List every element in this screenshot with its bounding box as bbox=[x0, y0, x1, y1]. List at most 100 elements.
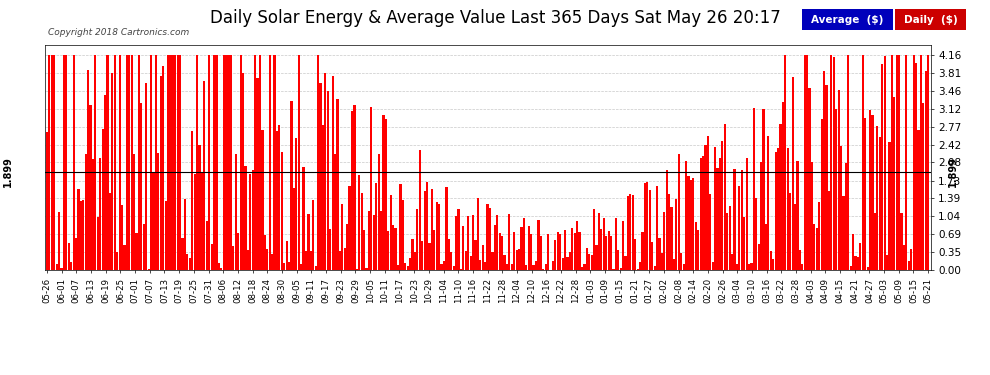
Bar bbox=[707, 136, 709, 270]
Text: Daily Solar Energy & Average Value Last 365 Days Sat May 26 20:17: Daily Solar Energy & Average Value Last … bbox=[210, 9, 780, 27]
Bar bbox=[821, 118, 823, 270]
Bar bbox=[908, 261, 910, 270]
Bar bbox=[60, 268, 62, 270]
Bar bbox=[653, 266, 655, 270]
Bar bbox=[121, 205, 123, 270]
Bar bbox=[608, 231, 610, 270]
Bar bbox=[750, 263, 752, 270]
Text: Average  ($): Average ($) bbox=[811, 15, 884, 25]
Bar bbox=[535, 261, 538, 270]
Bar bbox=[635, 239, 637, 270]
Bar bbox=[849, 266, 851, 270]
Bar bbox=[109, 194, 111, 270]
Bar bbox=[530, 234, 533, 270]
Bar bbox=[796, 161, 799, 270]
Bar bbox=[595, 245, 598, 270]
Bar bbox=[404, 263, 406, 270]
Bar bbox=[106, 55, 109, 270]
Bar bbox=[625, 256, 627, 270]
Bar bbox=[695, 222, 697, 270]
Text: 1.899: 1.899 bbox=[3, 156, 13, 187]
Bar bbox=[358, 175, 360, 270]
Bar bbox=[700, 158, 702, 270]
Bar bbox=[506, 264, 508, 270]
Bar bbox=[293, 188, 295, 270]
Bar bbox=[496, 215, 498, 270]
Bar bbox=[844, 163, 847, 270]
Bar bbox=[441, 264, 443, 270]
Bar bbox=[353, 105, 355, 270]
Bar bbox=[739, 186, 741, 270]
Bar bbox=[298, 55, 300, 270]
Bar bbox=[554, 240, 556, 270]
Bar bbox=[591, 255, 593, 270]
Bar bbox=[206, 221, 208, 270]
Bar bbox=[823, 71, 826, 270]
Bar bbox=[859, 243, 861, 270]
Bar bbox=[176, 55, 179, 270]
Bar bbox=[651, 242, 653, 270]
Bar bbox=[876, 126, 878, 270]
Bar bbox=[622, 221, 625, 270]
Bar bbox=[434, 230, 436, 270]
Bar bbox=[511, 264, 513, 270]
Bar bbox=[702, 156, 704, 270]
Bar bbox=[310, 251, 312, 270]
Bar bbox=[131, 55, 133, 270]
Bar bbox=[332, 76, 334, 270]
Bar bbox=[464, 251, 467, 270]
Bar bbox=[787, 148, 789, 270]
Bar bbox=[263, 235, 266, 270]
Bar bbox=[680, 253, 682, 270]
Bar bbox=[327, 91, 329, 270]
Bar bbox=[429, 243, 431, 270]
Bar bbox=[201, 172, 203, 270]
Bar bbox=[613, 268, 615, 270]
Bar bbox=[665, 170, 668, 270]
Bar bbox=[682, 264, 685, 270]
Bar bbox=[789, 192, 791, 270]
Bar bbox=[233, 246, 235, 270]
Bar bbox=[724, 123, 726, 270]
Bar bbox=[627, 196, 629, 270]
Bar bbox=[644, 183, 646, 270]
Bar bbox=[564, 230, 566, 270]
Bar bbox=[814, 224, 816, 270]
Bar bbox=[467, 216, 469, 270]
Bar bbox=[762, 109, 764, 270]
Bar bbox=[620, 268, 622, 270]
Bar bbox=[167, 55, 169, 270]
Text: Copyright 2018 Cartronics.com: Copyright 2018 Cartronics.com bbox=[48, 28, 189, 37]
Bar bbox=[494, 225, 496, 270]
Bar bbox=[920, 55, 922, 270]
Bar bbox=[460, 268, 462, 270]
Bar bbox=[348, 186, 350, 270]
Bar bbox=[656, 186, 658, 270]
Bar bbox=[450, 252, 452, 270]
Bar bbox=[765, 224, 767, 270]
Bar bbox=[295, 138, 297, 270]
Bar bbox=[240, 55, 242, 270]
Bar bbox=[399, 184, 402, 270]
Bar bbox=[146, 82, 148, 270]
Bar bbox=[300, 264, 302, 270]
Bar bbox=[578, 232, 581, 270]
Bar bbox=[857, 257, 859, 270]
Bar bbox=[687, 176, 690, 270]
Bar bbox=[484, 262, 486, 270]
Bar bbox=[840, 146, 842, 270]
Bar bbox=[760, 162, 762, 270]
Bar bbox=[138, 55, 140, 270]
Bar bbox=[883, 56, 886, 270]
Bar bbox=[317, 55, 319, 270]
Bar bbox=[58, 212, 60, 270]
Bar bbox=[268, 55, 271, 270]
Bar bbox=[305, 251, 307, 270]
Bar bbox=[446, 188, 447, 270]
Bar bbox=[322, 125, 324, 270]
Bar bbox=[247, 250, 249, 270]
Bar bbox=[228, 55, 230, 270]
Bar bbox=[431, 189, 433, 270]
Bar bbox=[218, 263, 220, 270]
Bar bbox=[462, 226, 464, 270]
